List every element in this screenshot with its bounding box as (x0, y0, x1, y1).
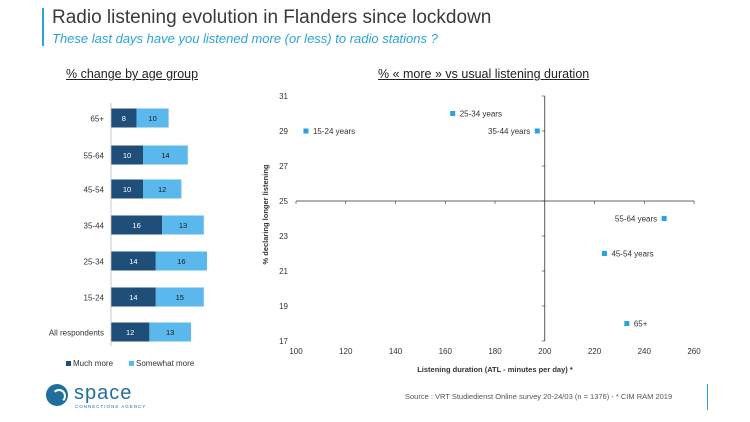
bar-value-label: 10 (123, 185, 131, 194)
bar-value-label: 14 (129, 257, 137, 266)
bar-segment (155, 251, 207, 271)
x-tick-label: 240 (638, 347, 652, 356)
bar-segment (111, 251, 156, 271)
x-tick-label: 220 (588, 347, 602, 356)
bar-value-label: 12 (158, 185, 166, 194)
legend-swatch (129, 361, 134, 366)
category-label: 15-24 (84, 294, 105, 303)
x-tick-label: 200 (538, 347, 552, 356)
bar-value-label: 13 (166, 328, 174, 337)
bar-segment (111, 179, 143, 199)
bar-value-label: 14 (129, 293, 137, 302)
bar-segment (111, 145, 143, 165)
source-note: Source : VRT Studiedienst Online survey … (405, 392, 673, 401)
bar-segment (111, 108, 137, 128)
point-label: 55-64 years (615, 215, 657, 224)
scatter-point (624, 321, 630, 326)
bar-chart-title: % change by age group (66, 67, 199, 81)
bar-segment (149, 322, 191, 342)
x-tick-label: 100 (289, 347, 303, 356)
bar-value-label: 8 (122, 114, 126, 123)
legend-label: Somewhat more (136, 359, 195, 368)
y-tick-label: 25 (279, 197, 288, 206)
bar-segment (111, 322, 150, 342)
y-tick-label: 27 (279, 162, 288, 171)
logo-icon (46, 384, 68, 406)
y-tick-label: 21 (279, 267, 288, 276)
y-tick-label: 17 (279, 337, 288, 346)
y-tick-label: 23 (279, 232, 288, 241)
title-accent-bar (42, 8, 44, 46)
category-label: 35-44 (84, 222, 105, 231)
category-label: 25-34 (84, 258, 105, 267)
bar-segment (136, 108, 169, 128)
point-label: 35-44 years (488, 127, 530, 136)
y-tick-label: 31 (279, 92, 288, 101)
y-tick-label: 29 (279, 127, 288, 136)
company-logo: space CONNECTIONS AGENCY (46, 382, 146, 412)
scatter-point (450, 111, 456, 116)
point-label: 45-54 years (611, 250, 653, 259)
legend-swatch (66, 361, 71, 366)
bar-segment (155, 287, 204, 307)
x-axis-title: Listening duration (ATL - minutes per da… (417, 365, 573, 374)
point-label: 25-34 years (460, 110, 502, 119)
bar-segment (111, 287, 156, 307)
x-tick-label: 160 (439, 347, 453, 356)
bar-segment (143, 179, 182, 199)
page-title: Radio listening evolution in Flanders si… (52, 7, 492, 28)
scatter-point (534, 128, 540, 134)
bar-segment (111, 215, 163, 235)
bar-value-label: 15 (176, 293, 184, 302)
scatter-point (601, 251, 607, 256)
bar-value-label: 13 (179, 221, 187, 230)
legend-label: Much more (73, 359, 114, 368)
logo-tagline: CONNECTIONS AGENCY (75, 404, 147, 409)
category-label: All respondents (49, 329, 104, 338)
bar-value-label: 16 (177, 257, 185, 266)
bar-segment (162, 215, 204, 235)
footer-divider (707, 384, 708, 410)
y-axis-title: % declaring longer listening (261, 164, 270, 264)
bar-value-label: 14 (161, 151, 169, 160)
point-label: 65+ (634, 320, 648, 329)
bar-segment (143, 145, 188, 165)
x-tick-label: 180 (488, 347, 502, 356)
category-label: 65+ (90, 115, 104, 124)
scatter-point (661, 216, 667, 221)
bar-value-label: 16 (132, 221, 140, 230)
y-tick-label: 19 (279, 302, 288, 311)
scatter-point (303, 128, 309, 134)
logo-wordmark: space (74, 382, 133, 404)
scatter-chart-title: % « more » vs usual listening duration (378, 67, 590, 81)
bar-value-label: 10 (148, 114, 156, 123)
x-tick-label: 140 (389, 347, 403, 356)
category-label: 45-54 (84, 186, 105, 195)
point-label: 15-24 years (313, 127, 355, 136)
x-tick-label: 120 (339, 347, 353, 356)
category-label: 55-64 (84, 152, 105, 161)
x-tick-label: 260 (687, 347, 701, 356)
page-subtitle: These last days have you listened more (… (52, 31, 438, 46)
bar-value-label: 12 (126, 328, 134, 337)
bar-value-label: 10 (123, 151, 131, 160)
